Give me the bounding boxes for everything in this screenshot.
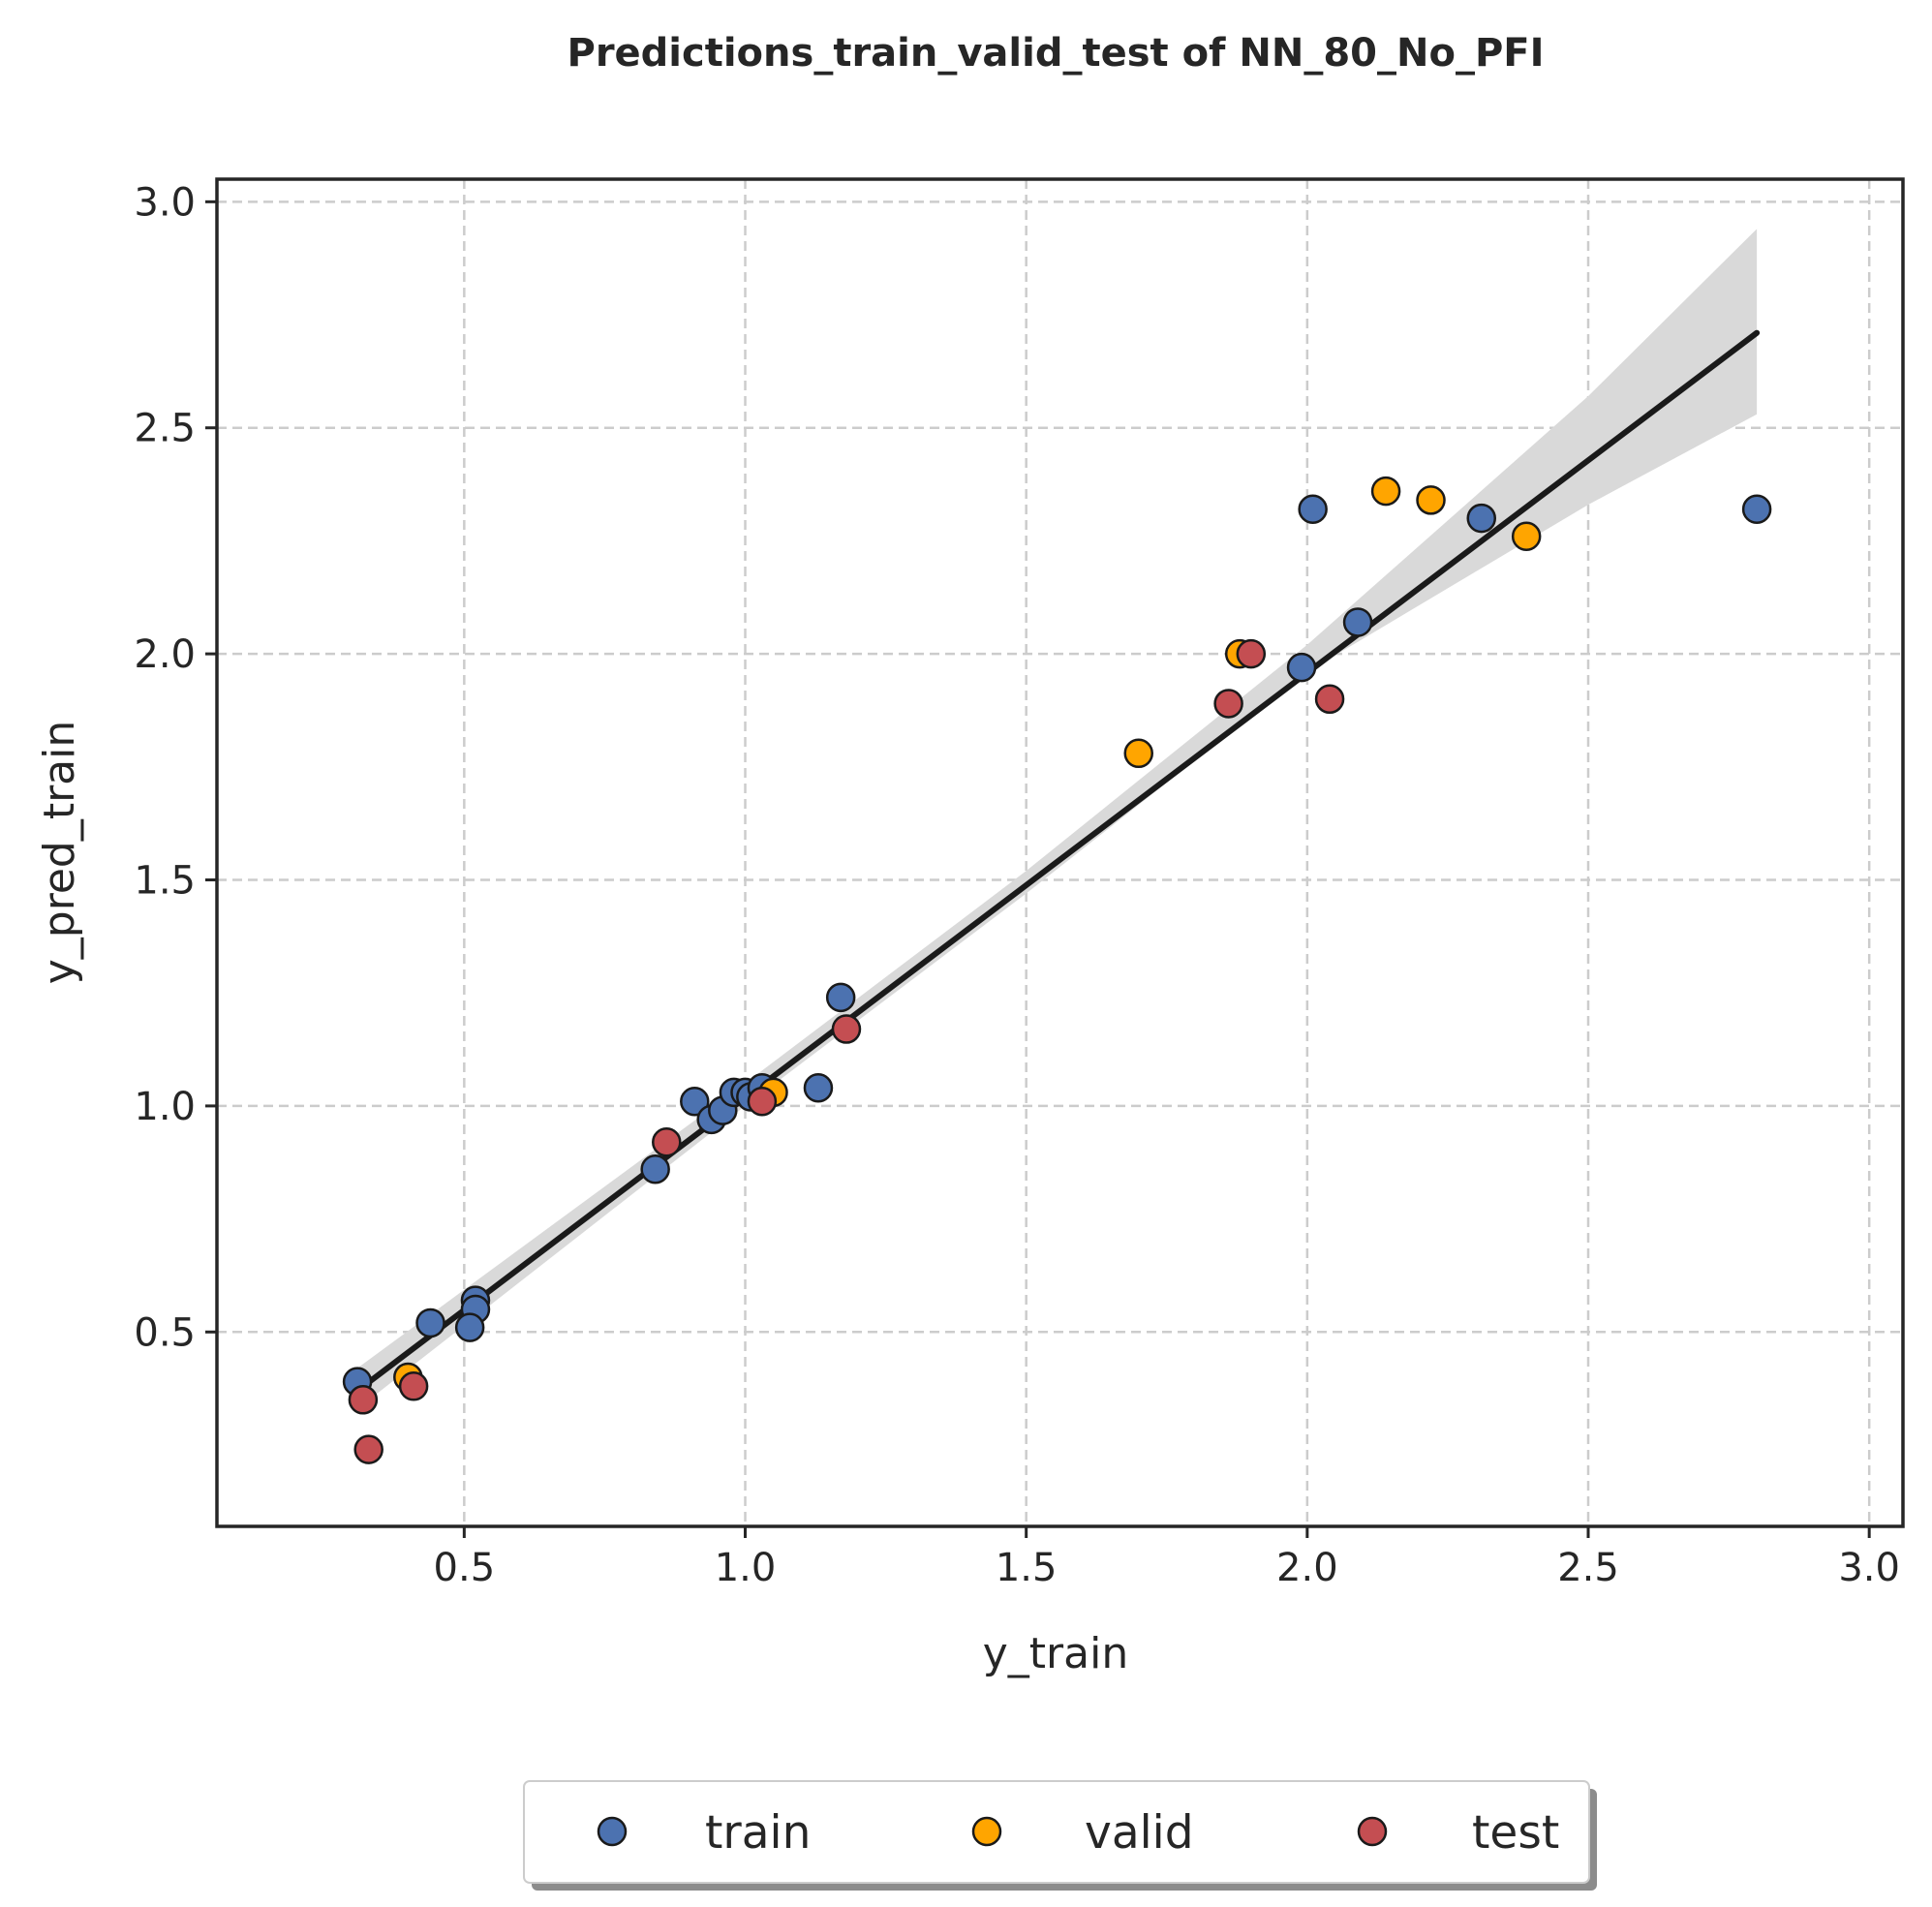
legend-marker-train [597, 1816, 628, 1847]
data-point-train [1466, 503, 1496, 534]
data-point-test [353, 1434, 383, 1464]
y-tick-label: 2.5 [134, 407, 196, 451]
data-point-train [640, 1153, 670, 1184]
legend-box [523, 1780, 1590, 1884]
data-point-train [803, 1072, 834, 1103]
legend-marker-valid [971, 1816, 1002, 1847]
data-point-train [1298, 494, 1328, 524]
data-point-train [825, 982, 856, 1013]
data-point-train [415, 1307, 445, 1338]
data-point-train [1342, 607, 1373, 637]
y-tick-label: 1.5 [134, 859, 196, 904]
data-points [342, 476, 1772, 1464]
x-tick-label: 2.5 [1557, 1546, 1619, 1590]
x-tick-label: 3.0 [1838, 1546, 1900, 1590]
data-point-test [652, 1126, 682, 1157]
data-point-valid [1511, 521, 1542, 552]
x-tick-label: 1.0 [715, 1546, 777, 1590]
legend-label-test: test [1472, 1806, 1559, 1860]
y-tick-label: 1.0 [134, 1085, 196, 1129]
axis-ticks: 0.5 1.0 1.5 2.0 2.5 3.0 0.5 1.0 1.5 2.0 2.5 3.0 [134, 180, 1900, 1590]
chart-title: Predictions_train_valid_test of NN_80_No… [567, 31, 1545, 76]
grid-lines [217, 179, 1903, 1526]
data-point-test [1314, 684, 1345, 715]
data-point-train [1286, 652, 1317, 683]
x-tick-label: 1.5 [996, 1546, 1058, 1590]
regression-line-group [354, 329, 1761, 1394]
x-tick-label: 2.0 [1276, 1546, 1338, 1590]
data-point-test [831, 1014, 862, 1044]
legend: train valid test [523, 1780, 1597, 1891]
legend-label-train: train [705, 1806, 811, 1860]
data-point-test [747, 1086, 778, 1117]
data-point-test [1213, 689, 1243, 719]
regression-line [354, 329, 1761, 1394]
data-point-train [1741, 494, 1772, 524]
data-point-train [680, 1086, 710, 1117]
legend-marker-test [1357, 1816, 1388, 1847]
y-axis-label: y_pred_train [35, 721, 84, 985]
data-point-test [398, 1371, 429, 1401]
plot-frame [215, 177, 1905, 1528]
x-axis-label: y_train [983, 1629, 1128, 1678]
data-point-test [1236, 638, 1267, 669]
legend-label-valid: valid [1085, 1806, 1194, 1860]
data-point-valid [1123, 738, 1153, 769]
data-point-valid [1370, 476, 1401, 507]
data-point-train [454, 1312, 485, 1342]
y-tick-label: 0.5 [134, 1310, 196, 1355]
y-tick-label: 3.0 [134, 180, 196, 225]
x-tick-label: 0.5 [434, 1546, 496, 1590]
data-point-valid [1416, 485, 1446, 515]
y-tick-label: 2.0 [134, 632, 196, 677]
data-point-test [348, 1385, 379, 1415]
